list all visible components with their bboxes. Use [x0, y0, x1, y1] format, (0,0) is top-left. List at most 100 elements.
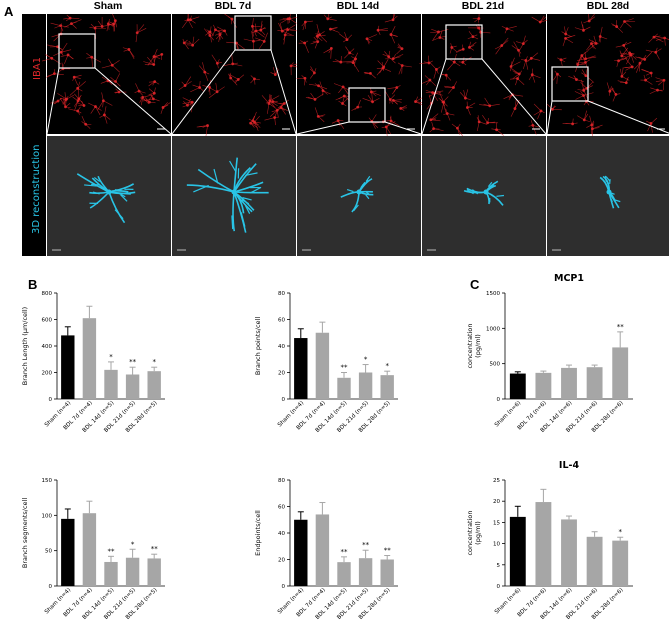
cell-process [207, 30, 211, 36]
bar [535, 372, 552, 399]
cell-process [349, 52, 354, 55]
microglia-cell [226, 41, 245, 50]
microglia-cell [491, 122, 504, 136]
cell-process [97, 20, 103, 27]
cell-process [187, 98, 191, 106]
cell-process [621, 76, 630, 81]
cell-process [314, 68, 317, 73]
microglia-cell [277, 99, 289, 111]
cell-process [582, 88, 587, 90]
cell-process [229, 72, 231, 79]
cell-process [649, 89, 658, 95]
cell-process [95, 106, 101, 116]
cell-process [624, 21, 632, 28]
cell-process [275, 69, 279, 75]
microglia-cell [182, 38, 191, 50]
cell-process [554, 70, 558, 75]
cell-process [625, 66, 633, 71]
cell-process [260, 26, 266, 31]
cell-process [432, 31, 439, 41]
cell-process [476, 116, 480, 122]
zoom-line-left [46, 67, 60, 135]
cell-process [255, 30, 265, 38]
cell-process [338, 33, 348, 40]
cell-process [310, 41, 318, 45]
cell-process [89, 27, 96, 29]
cell-process [182, 97, 193, 103]
cell-process [231, 18, 237, 28]
zoom-line-left [296, 121, 350, 135]
microglia-cell [229, 74, 245, 84]
microglia-cell [531, 15, 550, 24]
cell-process [514, 99, 517, 109]
cell-process [343, 39, 348, 43]
bar [104, 369, 118, 399]
cell-process [279, 18, 289, 21]
zoom-indicators [46, 15, 669, 135]
cell-process [250, 122, 259, 125]
cell-process [344, 52, 350, 59]
microglia-cell [396, 43, 404, 55]
cell-process [655, 48, 662, 53]
cell-process [282, 30, 292, 36]
cell-process [581, 72, 586, 76]
cell-process [351, 58, 356, 64]
microglia-cell [598, 26, 608, 43]
cell-process [428, 60, 433, 64]
cell-process [510, 57, 515, 67]
cell-process [287, 29, 298, 32]
cell-process [60, 25, 69, 28]
cell-process [512, 94, 524, 97]
microglia-cell [196, 124, 209, 137]
reconstruction-image-row [47, 136, 669, 256]
y-tick-label: 0 [282, 397, 286, 403]
bar [586, 367, 603, 399]
zoom-box [58, 33, 96, 69]
cell-process [384, 19, 394, 23]
microglia-cell [279, 17, 290, 24]
cell-process [530, 120, 534, 126]
cell-process [72, 76, 75, 82]
cell-process [511, 45, 519, 51]
cell-process [345, 46, 350, 54]
cell-process [588, 14, 590, 21]
cell-process [230, 77, 238, 86]
cell-process [202, 85, 210, 88]
cell-process [101, 64, 113, 69]
microglia-cell [509, 57, 521, 72]
microglia-cell [122, 47, 135, 60]
microglia-cell [100, 76, 117, 86]
microglia-cell [568, 75, 584, 82]
microglia-cell [259, 20, 266, 36]
cell-process [139, 97, 150, 103]
cell-process [523, 39, 528, 44]
cell-process [138, 90, 143, 96]
cell-soma [231, 189, 237, 195]
cell-process [518, 50, 521, 57]
y-axis-label: concentration(pg/ml) [466, 510, 482, 555]
cell-process [392, 53, 396, 59]
cell-process [86, 52, 92, 58]
cell-process [451, 45, 457, 48]
microglia-cell [215, 33, 224, 43]
cell-process [609, 87, 614, 92]
cell-process [138, 90, 146, 94]
cell-process [263, 32, 268, 42]
cell-process [436, 66, 441, 70]
cell-process [655, 79, 665, 82]
bar [509, 373, 526, 399]
cell-process [589, 16, 596, 22]
cell-process [650, 87, 658, 91]
cell-process [371, 121, 376, 129]
cell-process [254, 78, 260, 81]
cell-process [272, 67, 276, 75]
cell-process [135, 83, 140, 92]
cell-process [415, 96, 424, 102]
cell-process [192, 38, 200, 46]
cell-process [252, 17, 254, 27]
cell-process [472, 34, 478, 37]
cell-process [219, 34, 224, 39]
bar [315, 332, 330, 399]
microglia-cell [615, 41, 632, 52]
cell-process [509, 78, 518, 80]
